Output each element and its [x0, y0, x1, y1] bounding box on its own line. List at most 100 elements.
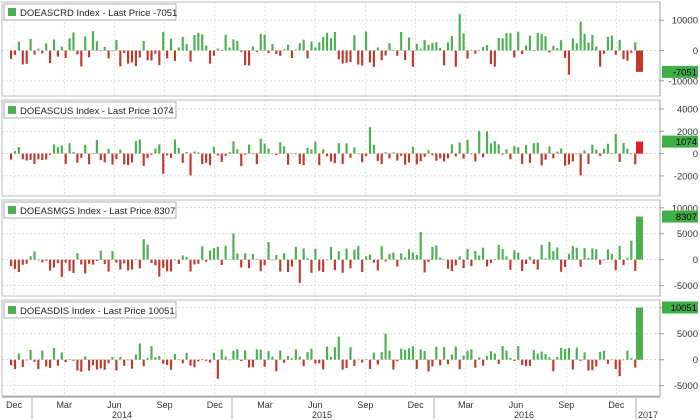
bar: [13, 50, 17, 55]
bar: [602, 350, 606, 360]
bar: [290, 259, 294, 267]
bar: [404, 349, 407, 360]
bar: [521, 153, 524, 164]
bar: [310, 149, 313, 154]
bar: [142, 153, 145, 166]
bar: [208, 359, 212, 363]
bar: [181, 153, 184, 163]
legend-box: [3, 301, 177, 319]
bar: [95, 41, 98, 51]
bar: [345, 50, 348, 63]
bar: [275, 255, 278, 260]
bar: [25, 259, 28, 264]
bar: [189, 50, 192, 62]
bar: [68, 359, 71, 360]
bar: [185, 352, 188, 360]
bar: [501, 345, 504, 360]
x-tick-label: Dec: [6, 400, 23, 410]
bar: [521, 50, 524, 54]
bar: [365, 359, 368, 360]
bar: [95, 259, 98, 261]
bar: [337, 336, 340, 360]
bar: [353, 359, 356, 366]
bar: [68, 259, 71, 271]
bar: [166, 153, 169, 156]
bar: [552, 153, 555, 159]
bar: [326, 32, 329, 51]
bar: [505, 33, 508, 51]
bar: [392, 359, 395, 370]
bar: [49, 153, 52, 155]
bar: [134, 50, 137, 67]
bar: [329, 247, 333, 260]
bar: [236, 149, 239, 154]
bar: [290, 358, 294, 360]
bar: [29, 38, 32, 51]
bar: [540, 153, 543, 166]
bar: [380, 153, 383, 165]
bar: [630, 153, 633, 155]
legend-box: [3, 3, 177, 21]
bar: [99, 153, 102, 161]
bar: [169, 359, 173, 370]
bar: [517, 345, 520, 360]
bar: [146, 153, 149, 159]
bar: [173, 259, 176, 261]
bar: [49, 50, 52, 64]
bar: [228, 359, 231, 361]
bar: [556, 247, 559, 260]
bar: [474, 250, 477, 260]
bar: [474, 50, 477, 54]
bar: [404, 153, 407, 165]
bar: [636, 141, 643, 154]
legend-label: DOEASCUS Index - Last Price 1074: [20, 106, 174, 117]
bar: [614, 259, 617, 271]
bar: [396, 50, 399, 56]
bar: [450, 35, 453, 51]
bar: [56, 147, 59, 154]
bar: [552, 359, 555, 372]
bar: [341, 50, 344, 64]
bar: [610, 253, 613, 260]
bar: [37, 48, 40, 51]
bar: [197, 152, 200, 154]
bar: [279, 50, 282, 56]
bar: [60, 145, 63, 154]
bar: [80, 259, 83, 265]
bar: [240, 50, 243, 52]
y-tick-label: 0: [693, 46, 698, 57]
bar: [255, 349, 258, 360]
bar: [173, 139, 176, 154]
bar: [220, 50, 223, 51]
bar: [208, 250, 212, 260]
bar: [544, 153, 547, 160]
bar: [123, 50, 126, 54]
bar: [380, 246, 383, 260]
bar: [298, 153, 301, 165]
bar: [29, 153, 32, 160]
bar: [267, 351, 270, 360]
bar: [482, 359, 485, 366]
bar: [177, 47, 180, 51]
bar: [454, 153, 457, 157]
bar: [591, 34, 594, 51]
bar: [294, 349, 297, 360]
y-tick-label: 10000: [672, 16, 698, 27]
bar: [201, 359, 204, 360]
bar: [318, 153, 321, 166]
bar: [439, 257, 442, 260]
bar: [37, 153, 40, 160]
x-year-label: 2014: [112, 410, 132, 420]
bar: [236, 349, 239, 360]
bar: [583, 150, 586, 154]
y-tick-label: 0: [693, 149, 698, 160]
bar: [247, 359, 251, 368]
bar: [41, 50, 44, 54]
bar: [540, 351, 543, 360]
bar: [84, 36, 87, 51]
bar: [220, 153, 223, 162]
bar: [466, 139, 469, 154]
bar: [76, 153, 79, 163]
bar: [127, 359, 130, 361]
bar: [310, 41, 313, 51]
